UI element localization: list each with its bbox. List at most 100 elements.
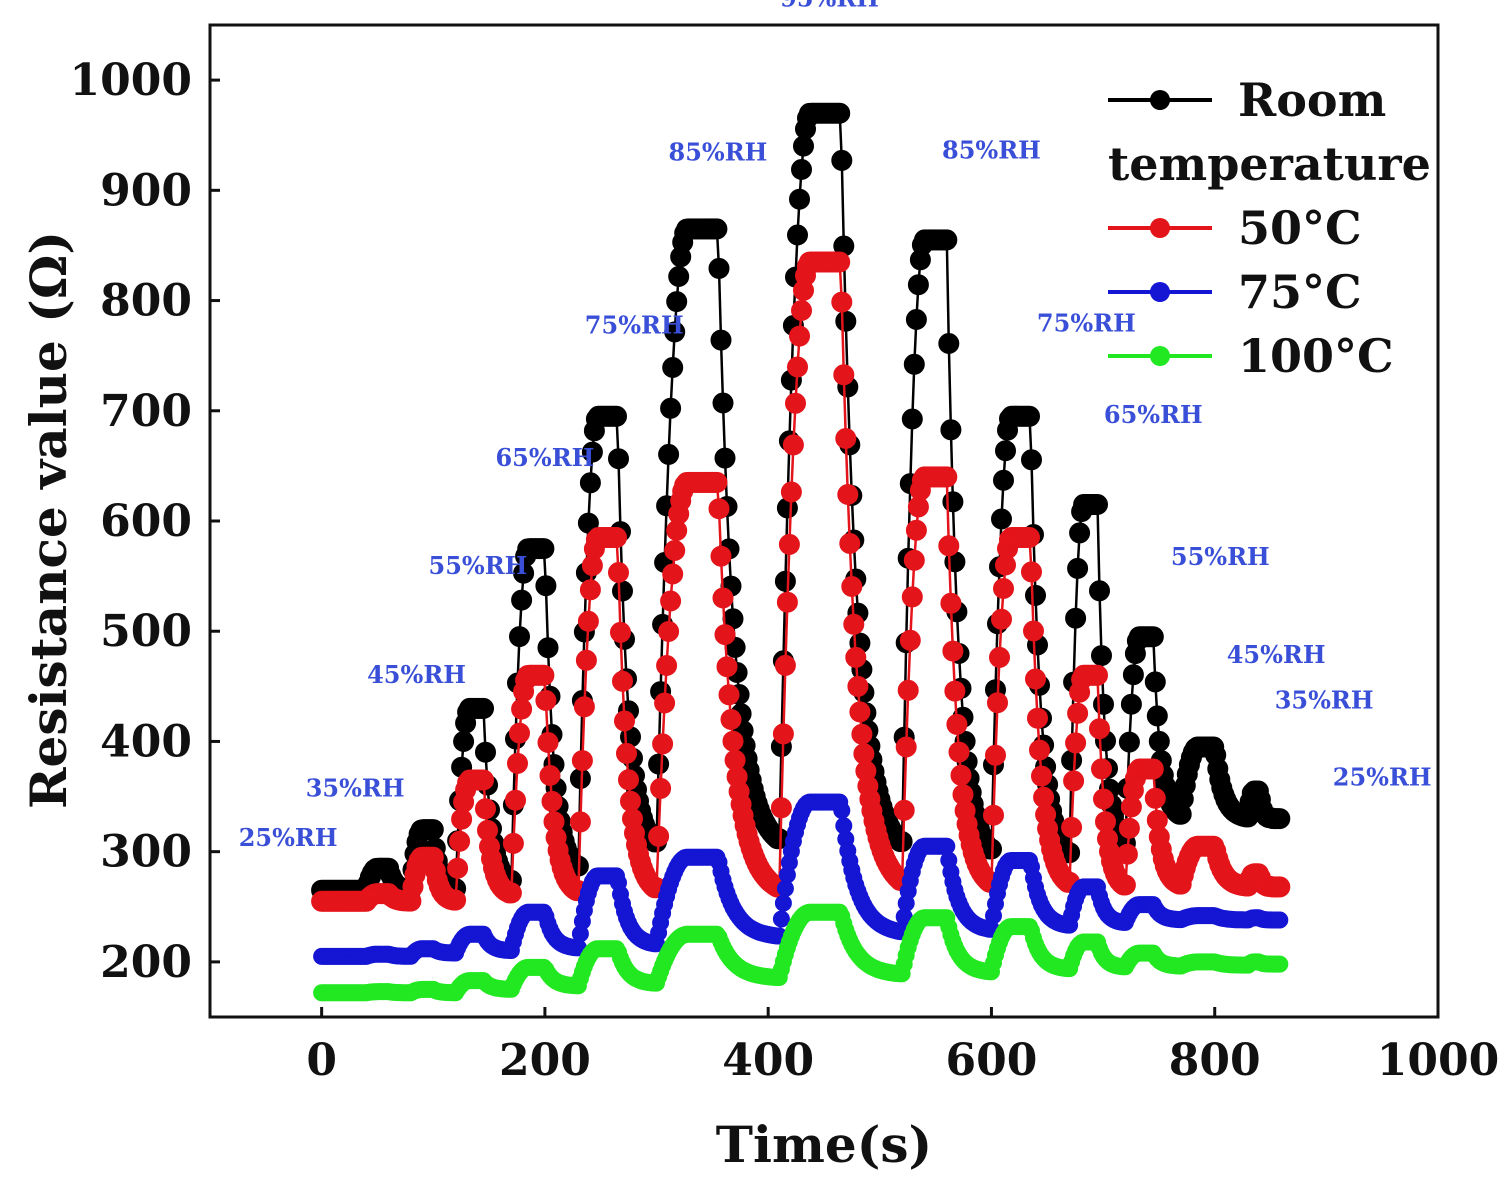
rh-annotation: 25%RH [239,823,338,852]
data-point [712,587,734,609]
data-point [1021,449,1042,471]
data-point [989,646,1010,668]
data-point [895,736,917,758]
data-point [1120,693,1142,715]
data-point [944,680,966,702]
y-tick-label: 200 [100,937,192,988]
rh-annotation: 35%RH [1275,685,1374,714]
data-point [533,664,555,686]
rh-annotation: 25%RH [1333,763,1432,792]
y-axis-title: Resistance value (Ω) [19,231,78,809]
data-point [847,675,869,697]
data-point [473,697,494,719]
data-point [616,742,637,764]
data-point [938,837,956,855]
data-point [835,310,857,332]
data-point [539,765,561,786]
rh-annotation: 55%RH [1171,542,1270,571]
rh-annotation: 75%RH [585,311,684,340]
legend-item: Room temperature [1108,73,1431,191]
data-point [1269,876,1291,898]
data-point [660,590,682,612]
data-point [608,562,629,583]
data-point [787,356,808,378]
data-point [511,589,533,611]
data-point [785,392,806,414]
annotation-layer: 25%RH 35%RH 45%RH 55%RH 65%RH 75%RH 85%RH 95%RH… [239,0,1432,852]
y-tick-label: 600 [100,496,192,547]
y-tick-label: 700 [100,386,192,437]
data-point [993,578,1014,599]
data-point [664,321,686,343]
data-point [650,777,672,799]
data-point [648,753,670,775]
data-point [658,621,680,642]
data-point [664,540,686,561]
y-tick-label: 800 [100,276,192,327]
data-point [1114,874,1136,896]
x-tick-label: 200 [499,1035,591,1086]
rh-annotation: 55%RH [429,551,528,580]
data-point [1029,739,1050,761]
data-point [722,730,744,752]
series-100-c [313,903,1289,1002]
data-point [614,710,635,732]
data-point [577,610,599,632]
data-point [936,229,958,251]
ticks-layer: 0 200 400 600 800 1000 200 300 400 500 600 700 800 90… [70,55,1500,1086]
data-point [901,408,923,430]
data-point [666,291,688,313]
data-point [612,670,633,692]
data-point [845,646,867,668]
data-point [1025,584,1046,606]
data-point [1023,620,1044,642]
data-point [1019,405,1040,427]
data-point [445,889,467,911]
data-point [829,251,851,273]
data-point [573,696,595,718]
data-point [708,257,730,279]
x-tick-label: 400 [722,1035,814,1086]
y-tick-label: 900 [100,165,192,216]
data-point [535,575,557,597]
data-point [780,481,802,503]
data-point [940,419,962,441]
data-point [620,790,641,812]
data-point [1116,843,1138,865]
data-point [833,802,851,819]
data-point [831,291,853,313]
data-point [658,443,680,465]
data-point [502,832,524,854]
data-point [1091,645,1112,667]
data-point [774,894,792,912]
x-axis-title: Time(s) [716,1115,932,1174]
rh-annotation: 45%RH [1227,640,1326,669]
legend-item: 100°C [1108,329,1394,383]
data-point [1144,787,1166,809]
data-point [1031,765,1052,787]
data-point [907,274,929,296]
data-point [1148,730,1170,752]
data-point [422,819,444,841]
data-point [475,741,496,763]
data-point [849,701,871,723]
data-point [1146,705,1168,727]
data-point [1087,664,1108,686]
data-point [985,744,1006,766]
data-point [991,508,1012,530]
data-point [718,684,740,706]
data-point [1091,758,1112,780]
data-point [831,149,853,171]
data-point [839,533,861,554]
data-point [473,769,494,791]
data-point [787,224,808,246]
data-point [942,640,964,662]
y-tick-label: 300 [100,827,192,878]
data-point [1093,693,1114,715]
data-point [936,466,958,488]
data-point [837,484,859,505]
legend-marker [1150,90,1170,110]
data-point [714,624,736,646]
legend: Room temperature 50°C 75°C 100°C [1108,73,1431,383]
data-point [618,769,639,791]
